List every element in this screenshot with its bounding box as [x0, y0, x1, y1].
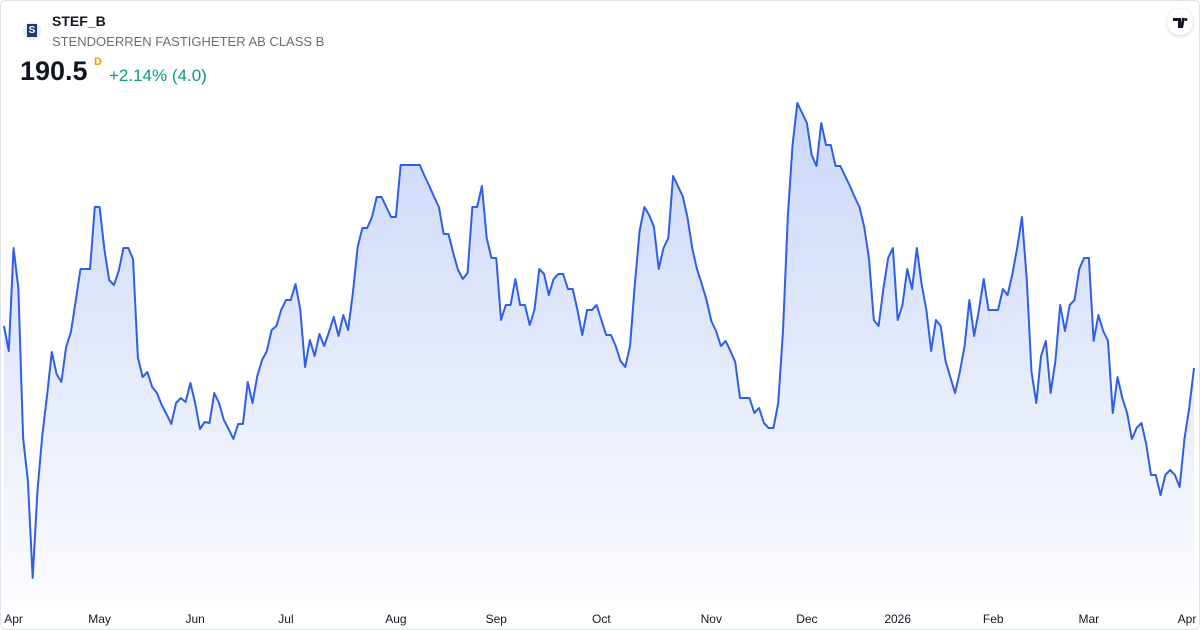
x-tick-label: May	[88, 612, 111, 626]
company-name: STENDOERREN FASTIGHETER AB CLASS B	[52, 34, 325, 49]
x-tick-label: 2026	[884, 612, 911, 626]
area-fill	[4, 103, 1194, 601]
price-change: +2.14% (4.0)	[109, 66, 207, 85]
x-tick-label: Jul	[278, 612, 293, 626]
x-tick-label: Nov	[701, 612, 722, 626]
x-tick-label: Mar	[1079, 612, 1100, 626]
price: 190.5	[20, 56, 88, 86]
x-tick-label: Oct	[592, 612, 611, 626]
x-tick-label: Dec	[796, 612, 817, 626]
x-tick-label: Aug	[385, 612, 406, 626]
x-tick-label: Sep	[486, 612, 508, 626]
price-flag: D	[94, 56, 102, 68]
x-tick-label: Apr	[4, 612, 23, 626]
price-line	[3, 102, 1195, 579]
brand-logo[interactable]	[1167, 9, 1193, 35]
symbol[interactable]: STEF_B	[52, 13, 106, 29]
brand-icon	[1173, 18, 1188, 28]
x-tick-label: Feb	[983, 612, 1004, 626]
symbol-logo: S	[23, 22, 41, 40]
logo-letter: S	[27, 24, 37, 37]
x-tick-label: Apr	[1178, 612, 1197, 626]
x-tick-label: Jun	[185, 612, 204, 626]
